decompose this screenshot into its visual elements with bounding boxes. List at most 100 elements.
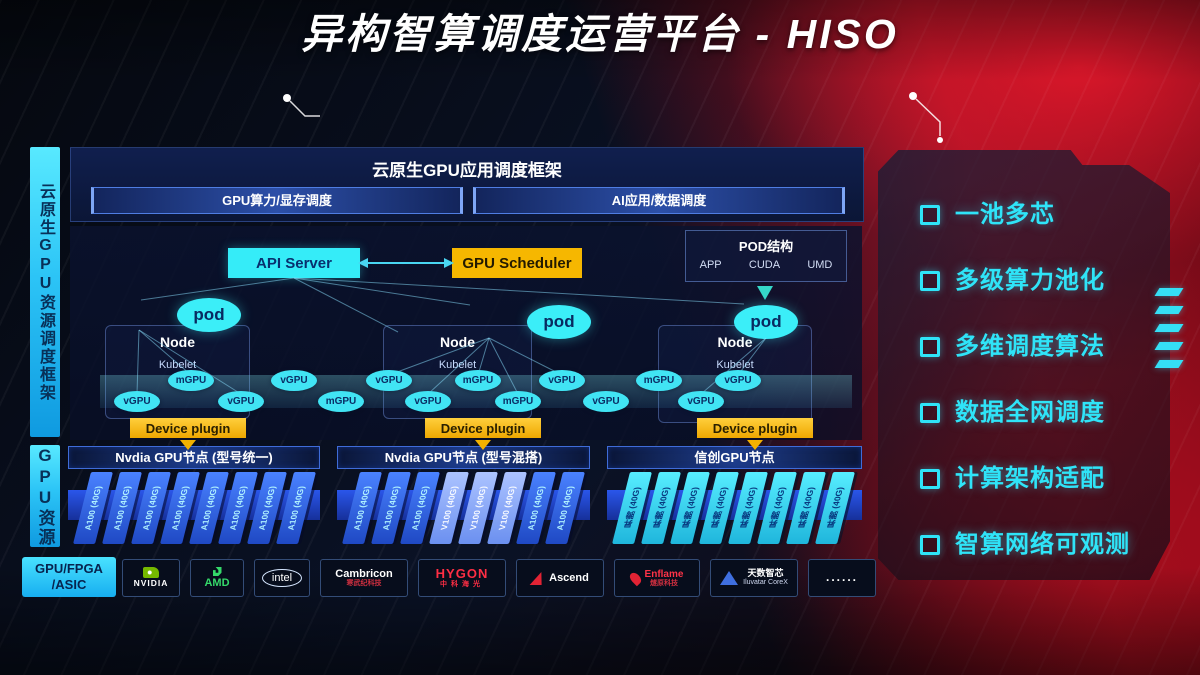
gpu-card-label: A100 (40G): [111, 485, 133, 531]
vendor-intel: intel: [254, 559, 310, 597]
rail-gpu-resources: GPU资源: [30, 445, 60, 547]
gpu-card-label: A100 (40G): [256, 485, 278, 531]
nvidia-eye-icon: [143, 567, 159, 579]
gpu-card-label: 昇腾 (40G): [621, 487, 643, 529]
gpu-card-label: A100 (40G): [285, 485, 307, 531]
pod-structure-title: POD结构: [738, 239, 794, 254]
gpu-card-label: 昇腾 (40G): [824, 487, 846, 529]
vendor-ascend: Ascend: [516, 559, 604, 597]
gpu-card-row: A100 (40G) A100 (40G) A100 (40G) A100 (40G)…: [68, 472, 320, 546]
kubelet-label: Kubelet: [158, 359, 197, 371]
page-title: 异构智算调度运营平台 - HISO: [301, 11, 899, 57]
checkbox-bullet-icon: [920, 469, 940, 489]
feature-item: 一池多芯: [920, 200, 1170, 230]
feature-item: 计算架构适配: [920, 464, 1170, 494]
vendor-name: HYGON: [435, 566, 489, 581]
vendor-texts: HYGON 中科海光: [435, 566, 489, 589]
vendor-more: ......: [808, 559, 876, 597]
node-label: Node: [440, 334, 475, 350]
vendor-subname: Iluvatar CoreX: [743, 579, 788, 587]
vendor-name: intel: [261, 568, 303, 588]
ascend-triangle-icon: [529, 571, 545, 585]
vendor-texts: intel: [261, 568, 303, 588]
vendor-texts: Cambricon 寒武纪科技: [335, 568, 392, 588]
pod-ellipse-1: pod: [177, 298, 241, 332]
gpu-virtualization-band: [100, 375, 852, 408]
feature-label: 数据全网调度: [955, 399, 1105, 426]
device-plugin-box-2: Device plugin: [425, 418, 541, 438]
vendor-iluvatar: 天数智芯 Iluvatar CoreX: [710, 559, 798, 597]
gpu-card-label: 昇腾 (40G): [650, 487, 672, 529]
gpu-card-label: A100 (40G): [409, 485, 431, 531]
gpu-card-label: 昇腾 (40G): [708, 487, 730, 529]
vendor-name: NVIDIA: [133, 578, 169, 589]
pod-item-umd: UMD: [807, 259, 833, 271]
api-server-box: API Server: [228, 248, 360, 278]
gpu-node-group-xinchuang: 信创GPU节点 昇腾 (40G) 昇腾 (40G) 昇腾 (40G) 昇腾 (40G)…: [607, 446, 862, 556]
vendor-cambricon: Cambricon 寒武纪科技: [320, 559, 408, 597]
gpu-card-label: A100 (40G): [82, 485, 104, 531]
app-scheduling-framework-panel: 云原生GPU应用调度框架 GPU算力/显存调度 AI应用/数据调度: [70, 147, 864, 222]
feature-label: 多维调度算法: [955, 333, 1105, 360]
vendor-name: 天数智芯: [747, 568, 784, 579]
checkbox-bullet-icon: [920, 337, 940, 357]
k8s-scheduling-panel: API Server GPU Scheduler POD结构 APP CUDA …: [70, 226, 862, 440]
vendor-amd: AMD: [190, 559, 244, 597]
gpu-card-label: A100 (40G): [525, 485, 547, 531]
vendor-texts: Enflame 燧原科技: [645, 569, 684, 588]
vendor-texts: 天数智芯 Iluvatar CoreX: [743, 568, 788, 587]
gpu-scheduler-box: GPU Scheduler: [452, 248, 582, 278]
feature-label: 智算网络可观测: [955, 531, 1130, 558]
gpu-fpga-asic-label: GPU/FPGA /ASIC: [22, 557, 116, 597]
gpu-card-label: V100 (40G): [496, 486, 518, 530]
vendor-name: Ascend: [549, 571, 589, 584]
node-box-3: Node Kubelet: [658, 325, 812, 423]
hazard-stripes-icon: [1154, 288, 1184, 378]
checkbox-bullet-icon: [920, 403, 940, 423]
checkbox-bullet-icon: [920, 535, 940, 555]
feature-item: 多维调度算法: [920, 332, 1170, 362]
gpu-card-label: A100 (40G): [140, 485, 162, 531]
iluvatar-triangle-icon: [720, 571, 739, 585]
feature-item: 智算网络可观测: [920, 530, 1170, 560]
title-circuit-decoration-icon: [289, 98, 941, 136]
checkbox-bullet-icon: [920, 271, 940, 291]
gpu-card-label: A100 (40G): [351, 485, 373, 531]
gpu-group-header: Nvdia GPU节点 (型号统一): [68, 446, 320, 469]
feature-label: 一池多芯: [955, 201, 1055, 228]
vendor-subname: 燧原科技: [650, 579, 678, 587]
node-label: Node: [717, 334, 753, 350]
feature-label: 计算架构适配: [955, 465, 1105, 492]
vendor-texts: ......: [826, 571, 858, 584]
pod-structure-box: POD结构 APP CUDA UMD: [685, 230, 847, 282]
vendor-texts: Ascend: [549, 572, 589, 584]
vendor-subname: 寒武纪科技: [346, 580, 382, 588]
vendor-hygon: HYGON 中科海光: [418, 559, 506, 597]
rail-cloud-native-gpu-framework: 云原生GPU资源调度框架: [30, 147, 60, 437]
gpu-card-label: A100 (40G): [554, 485, 576, 531]
gpu-card-label: 昇腾 (40G): [679, 487, 701, 529]
checkbox-bullet-icon: [920, 205, 940, 225]
vendor-texts: NVIDIA: [133, 578, 169, 589]
feature-panel: 一池多芯 多级算力池化 多维调度算法 数据全网调度 计算架构适配 智算网络可观测: [878, 150, 1170, 580]
vendor-name: ......: [825, 570, 858, 585]
gpu-card-label: 昇腾 (40G): [737, 487, 759, 529]
gpu-compute-memory-scheduling-bar: GPU算力/显存调度: [91, 187, 463, 214]
vendor-name: Enflame: [644, 568, 684, 580]
vendor-nvidia: NVIDIA: [122, 559, 180, 597]
chips-line2: /ASIC: [51, 577, 87, 592]
ai-app-data-scheduling-bar: AI应用/数据调度: [473, 187, 845, 214]
chips-line1: GPU/FPGA: [35, 561, 103, 577]
gpu-card-label: V100 (40G): [467, 486, 489, 530]
gpu-card-label: 昇腾 (40G): [766, 487, 788, 529]
pod-item-cuda: CUDA: [748, 259, 781, 271]
node-label: Node: [160, 334, 195, 350]
vendor-texts: AMD: [204, 577, 229, 589]
gpu-card-label: A100 (40G): [169, 485, 191, 531]
pod-item-app: APP: [699, 259, 722, 271]
device-plugin-box-3: Device plugin: [697, 418, 813, 438]
vendor-enflame: Enflame 燧原科技: [614, 559, 700, 597]
gpu-card-row: A100 (40G) A100 (40G) A100 (40G) V100 (40G)…: [337, 472, 590, 546]
pod-structure-items: APP CUDA UMD: [686, 259, 846, 271]
